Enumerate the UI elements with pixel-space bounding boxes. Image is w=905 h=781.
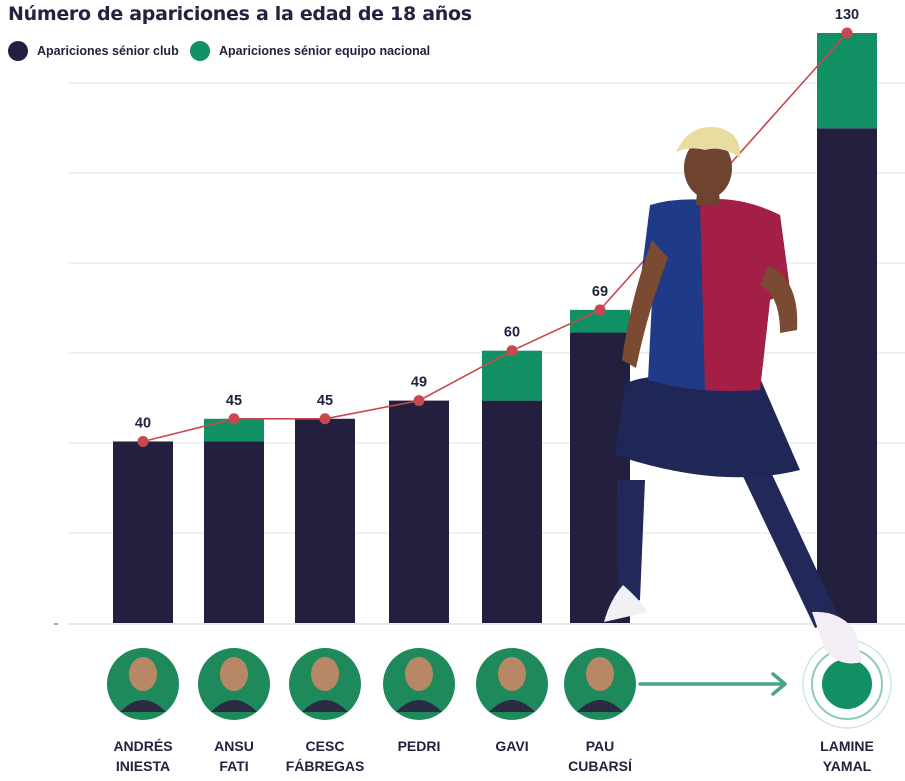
player-name: LAMINE YAMAL (792, 736, 902, 776)
player-face-icon (498, 657, 526, 691)
trend-point (594, 304, 606, 316)
trend-point (506, 345, 518, 357)
player-right-boot (812, 611, 862, 664)
total-label: 60 (504, 325, 520, 341)
legend-item-club: Apariciones sénior club (8, 40, 179, 62)
bar-national (570, 309, 630, 333)
player-hair (676, 127, 741, 158)
bar-club (482, 400, 542, 623)
player-shorts (615, 375, 800, 478)
player-name-line: CESC (305, 738, 345, 754)
legend-swatch-club (8, 41, 28, 61)
player-shoulders-icon (211, 700, 257, 712)
player-name: PEDRI (364, 736, 474, 756)
arrow-head-icon (771, 672, 787, 696)
total-label: 69 (592, 284, 608, 300)
player-jersey-stripe (700, 199, 790, 391)
legend-item-national: Apariciones sénior equipo nacional (190, 40, 430, 62)
bar-chart: 40 45 45 49 60 69 130 (54, 7, 905, 729)
player-right-arm (760, 265, 798, 333)
player-name-line: FÁBREGAS (285, 758, 365, 774)
total-label: 45 (226, 393, 242, 409)
player-name-line: YAMAL (822, 758, 872, 774)
player-name: CESC FÁBREGAS (270, 736, 380, 776)
total-label: 45 (317, 393, 333, 409)
player-face-icon (405, 657, 433, 691)
chart-title: Número de apariciones a la edad de 18 añ… (8, 3, 472, 25)
bar-national (817, 33, 877, 129)
trend-point (319, 413, 331, 425)
bar-national (482, 350, 542, 401)
target-dot (822, 659, 872, 709)
bar-club (295, 418, 355, 623)
trend-point (841, 27, 853, 39)
player-name-line: FATI (219, 758, 249, 774)
player-left-arm (622, 240, 668, 368)
legend: Apariciones sénior club Apariciones séni… (0, 40, 905, 62)
player-cutout-image (604, 127, 862, 664)
player-name-line: INIESTA (115, 758, 171, 774)
bar-club (389, 400, 449, 623)
trend-point (413, 395, 425, 407)
legend-swatch-national (190, 41, 210, 61)
total-label: 49 (411, 375, 427, 391)
player-left-leg (617, 480, 645, 610)
player-names: ANDRÉS INIESTA ANSU FATI CESC FÁBREGAS PEDRI GA… (0, 736, 905, 781)
player-left-boot (604, 585, 648, 622)
trend-point (228, 413, 240, 425)
player-face-icon (129, 657, 157, 691)
player-face-icon (586, 657, 614, 691)
player-name: GAVI (457, 736, 567, 756)
player-shoulders-icon (577, 700, 623, 712)
player-name: ANDRÉS INIESTA (88, 736, 198, 776)
player-head (684, 138, 732, 198)
player-name: ANSU FATI (179, 736, 289, 776)
legend-label-club: Apariciones sénior club (37, 44, 179, 58)
player-shoulders-icon (120, 700, 166, 712)
total-label: 130 (835, 7, 859, 23)
player-shoulders-icon (302, 700, 348, 712)
bar-club (113, 441, 173, 623)
player-shoulders-icon (396, 700, 442, 712)
player-face-icon (311, 657, 339, 691)
trend-point (137, 435, 149, 447)
player-name-line: GAVI (495, 738, 529, 754)
player-name-line: PEDRI (397, 738, 441, 754)
player-right-leg (740, 470, 840, 628)
player-shoulders-icon (489, 700, 535, 712)
player-name-line: CUBARSÍ (568, 758, 632, 774)
player-name-line: LAMINE (820, 738, 874, 754)
total-label: 40 (135, 415, 151, 431)
bar-club (204, 441, 264, 623)
player-face-icon (220, 657, 248, 691)
legend-label-national: Apariciones sénior equipo nacional (219, 44, 431, 58)
player-name-line: ANDRÉS (113, 738, 173, 754)
bar-club (817, 128, 877, 624)
player-name: PAU CUBARSÍ (545, 736, 655, 776)
player-name-line: PAU (585, 738, 615, 754)
bar-national (204, 418, 264, 442)
player-name-line: ANSU (214, 738, 254, 754)
